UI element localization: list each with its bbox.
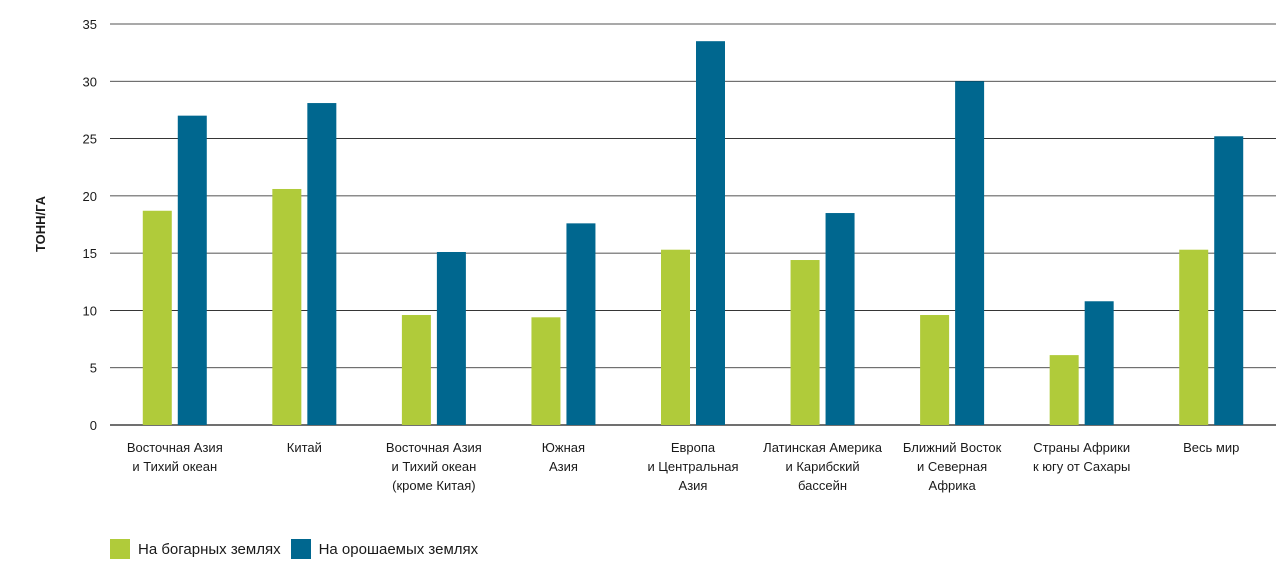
bar-irrigated — [307, 103, 337, 425]
x-category-label: Восточная Азия и Тихий океан — [127, 440, 223, 474]
x-axis-labels: Восточная Азия и Тихий океан Китай Восточна… — [127, 440, 1240, 493]
y-axis-ticks: 0 5 10 15 20 25 30 35 — [83, 17, 97, 433]
y-tick-label: 25 — [83, 132, 97, 147]
y-axis-label: ТОНН/ГА — [33, 195, 48, 252]
legend-item-irrigated: На орошаемых землях — [290, 539, 479, 559]
bar-irrigated — [955, 81, 985, 426]
bar-rainfed — [142, 210, 172, 425]
bar-irrigated — [566, 223, 596, 425]
bar-rainfed — [272, 188, 302, 425]
bar-rainfed — [661, 249, 690, 425]
y-tick-label: 15 — [83, 246, 97, 261]
bar-irrigated — [436, 251, 466, 425]
legend-label-rainfed: На богарных землях — [138, 540, 281, 558]
y-tick-label: 0 — [90, 418, 97, 433]
x-category-label: Ближний Восток и Северная Африка — [903, 440, 1002, 493]
x-category-label: Европа и Центральная Азия — [647, 440, 738, 493]
x-category-label: Страны Африки к югу от Сахары — [1033, 440, 1130, 474]
bar-rainfed — [531, 317, 561, 425]
bar-irrigated — [1214, 136, 1244, 425]
y-tick-label: 35 — [83, 17, 97, 32]
bar-rainfed — [1179, 249, 1209, 425]
x-category-label: Восточная Азия и Тихий океан (кроме Китая) — [386, 440, 482, 493]
legend-label-irrigated: На орошаемых землях — [318, 540, 479, 558]
x-category-label: Весь мир — [1183, 440, 1239, 455]
bars — [142, 41, 1244, 426]
y-tick-label: 5 — [90, 361, 97, 376]
legend-swatch-irrigated — [290, 539, 311, 559]
y-tick-label: 30 — [83, 74, 97, 89]
y-tick-label: 20 — [83, 189, 97, 204]
bar-rainfed — [790, 260, 820, 425]
bar-rainfed — [920, 315, 950, 425]
bar-irrigated — [825, 213, 855, 425]
bar-irrigated — [696, 41, 725, 425]
legend-item-rainfed: На богарных землях — [110, 539, 281, 559]
bar-irrigated — [177, 115, 207, 426]
gridlines — [110, 23, 1276, 426]
x-category-label: Латинская Америка и Карибский бассейн — [763, 440, 883, 493]
bar-rainfed — [1049, 355, 1079, 425]
bar-irrigated — [1084, 301, 1114, 425]
y-tick-label: 10 — [83, 303, 97, 318]
x-category-label: Южная Азия — [542, 440, 585, 474]
bar-rainfed — [401, 315, 431, 425]
legend: На богарных землях На орошаемых землях — [110, 539, 488, 559]
x-category-label: Китай — [287, 440, 322, 455]
legend-swatch-rainfed — [110, 539, 130, 559]
